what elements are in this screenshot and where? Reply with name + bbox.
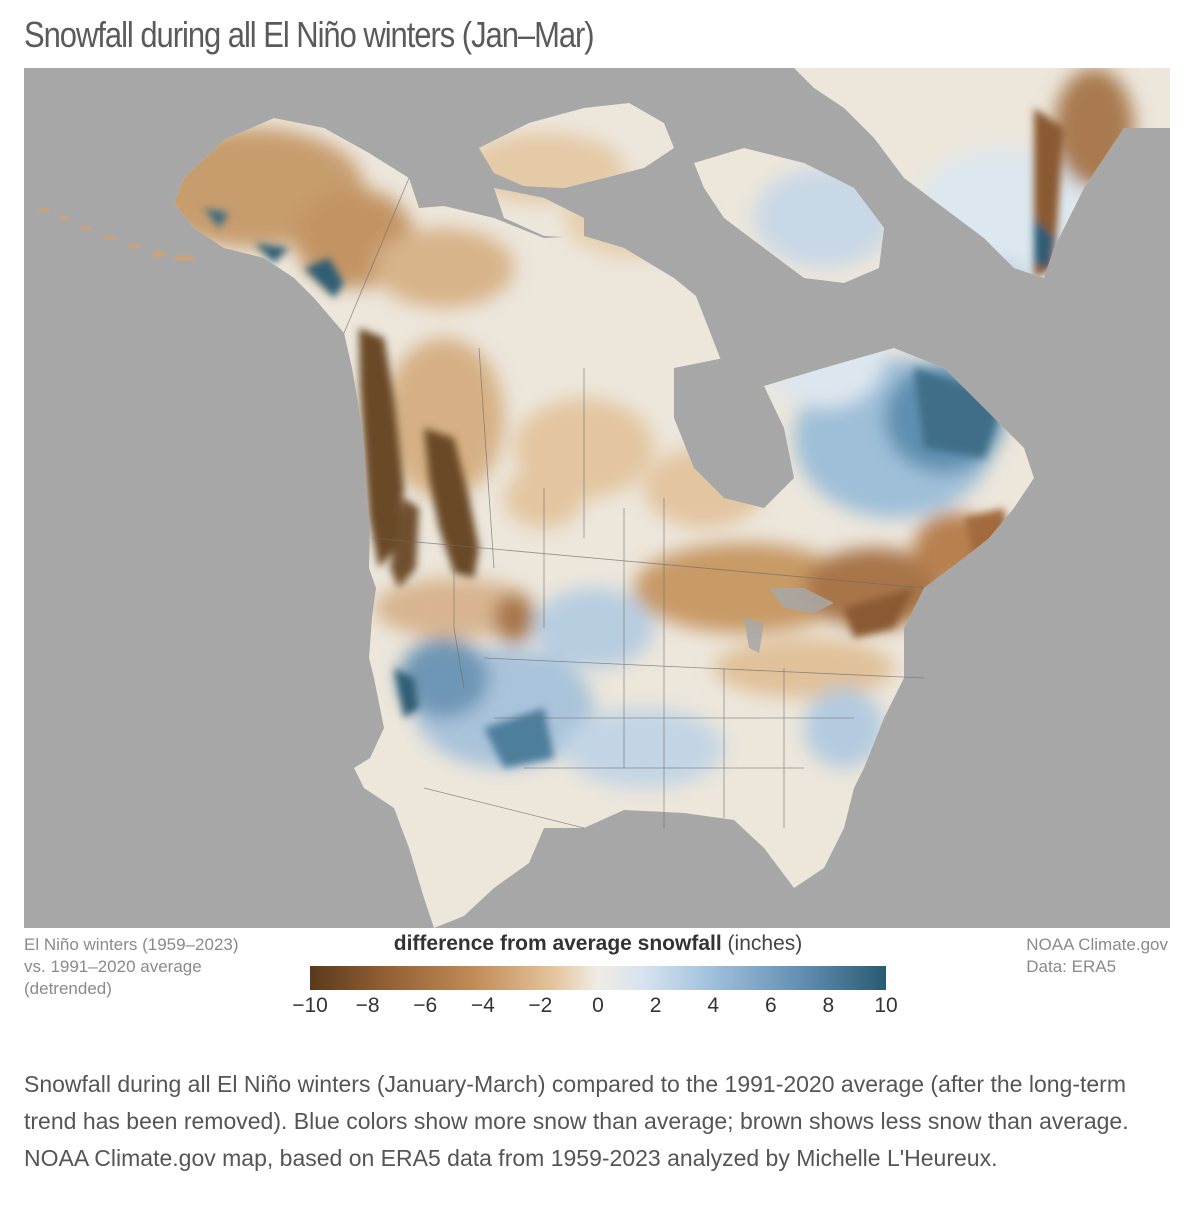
source-note: NOAA Climate.gov Data: ERA5 (1026, 934, 1168, 978)
legend-title-bold: difference from average snowfall (393, 932, 722, 955)
aleutian-islands (38, 208, 194, 261)
legend-tick-label: −6 (413, 994, 438, 1017)
period-note-line: (detrended) (24, 979, 112, 998)
legend-title: difference from average snowfall (inches… (310, 932, 886, 956)
legend-tick-label: 4 (707, 994, 720, 1017)
source-note-line: Data: ERA5 (1026, 957, 1117, 976)
legend-tick-label: −10 (292, 994, 328, 1017)
source-note-line: NOAA Climate.gov (1026, 935, 1168, 954)
legend-ticks: −10 −8 −6 −4 −2 0 2 4 6 8 10 (292, 994, 897, 1024)
hudson-bay (674, 358, 794, 508)
legend-tick-label: 2 (649, 994, 662, 1017)
legend-tick-label: 10 (874, 994, 898, 1017)
legend-color-bar (310, 966, 886, 990)
state-province-borders (343, 177, 925, 829)
period-note-line: El Niño winters (1959–2023) (24, 935, 239, 954)
map-canvas (24, 68, 1170, 928)
period-note: El Niño winters (1959–2023) vs. 1991–202… (24, 934, 239, 1000)
legend-tick-label: 6 (764, 994, 777, 1017)
page-title: Snowfall during all El Niño winters (Jan… (24, 14, 595, 55)
legend-tick-label: −4 (470, 994, 495, 1017)
legend-tick-label: 8 (822, 994, 835, 1017)
figure-caption: Snowfall during all El Niño winters (Jan… (24, 1071, 1129, 1171)
legend-tick-label: −2 (528, 994, 553, 1017)
legend-tick-label: 0 (592, 994, 604, 1017)
snowfall-map (24, 68, 1170, 928)
legend-tick-label: −8 (355, 994, 380, 1017)
period-note-line: vs. 1991–2020 average (24, 957, 202, 976)
legend-title-unit: (inches) (727, 932, 803, 955)
